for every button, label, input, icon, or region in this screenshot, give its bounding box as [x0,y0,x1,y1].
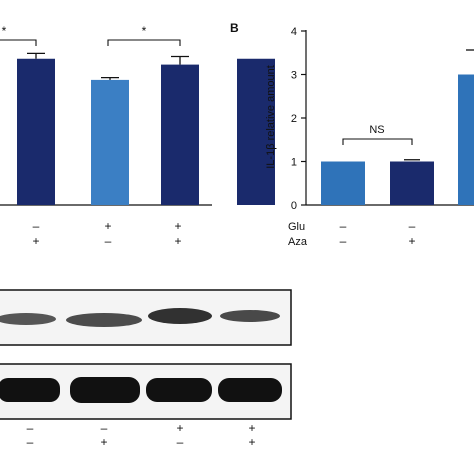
panel-b-treatment-sign: – [340,234,347,248]
panel-b-y-tick-label: 2 [291,113,297,125]
panel-a-treatment-sign: + [32,234,39,248]
panel-b-y-tick-label: 1 [291,157,297,169]
western-blot: – – + +– + – + [0,289,292,449]
blot-treatment-sign: + [100,435,107,449]
treatment-label-aza: Aza [288,236,308,248]
panel-b-significance-label: NS [369,124,384,136]
panel-b-bar [390,161,434,205]
blot-treatment-sign: + [248,435,255,449]
panel-a-bar [161,64,199,205]
panel-b-treatment-sign: + [408,234,415,248]
blot-treatment-sign: – [27,435,34,449]
blot-treatment-sign: + [248,421,255,435]
panel-a-treatment-sign: – [33,219,40,233]
panel-b-y-tick-label: 4 [291,26,297,38]
blot-band [148,308,212,324]
panel-a-significance-bracket [107,39,181,46]
blot-band [70,377,140,403]
panel-a-treatment-sign: – [105,234,112,248]
blot-treatment-sign: – [27,421,34,435]
panel-b-bar [458,74,474,205]
blot-band [146,378,212,402]
panel-a-significance-label: * [2,24,7,38]
panel-b-treatment-sign: – [340,219,347,233]
panel-a-significance-label: * [142,24,147,38]
blot-treatment-sign: + [176,421,183,435]
panel-a-bar [237,58,275,205]
blot-band [0,378,60,402]
panel-a-treatment-sign: + [174,234,181,248]
blot-treatment-sign: – [177,435,184,449]
panel-a-significance-bracket [0,39,37,46]
panel-b-y-tick-label: 0 [291,200,297,212]
panel-a-chart: * * – + ++ – + [0,24,275,248]
panel-b-y-axis-label: IL-1β relative amount [265,65,277,169]
panel-b-label: B [230,21,239,35]
panel-a-bar [91,79,129,205]
panel-b-y-tick-label: 3 [291,70,297,82]
blot-band [0,313,56,325]
panel-b-bar [321,161,365,205]
blot-treatment-sign: – [101,421,108,435]
panel-b-significance-bracket [342,138,413,145]
panel-a-treatment-sign: + [174,219,181,233]
blot-band [218,378,282,402]
blot-band [66,313,142,327]
blot-band [220,310,280,322]
panel-a-treatment-sign: + [104,219,111,233]
treatment-label-glu: Glu [288,221,305,233]
panel-b-treatment-sign: – [409,219,416,233]
panel-a-bar [17,58,55,205]
